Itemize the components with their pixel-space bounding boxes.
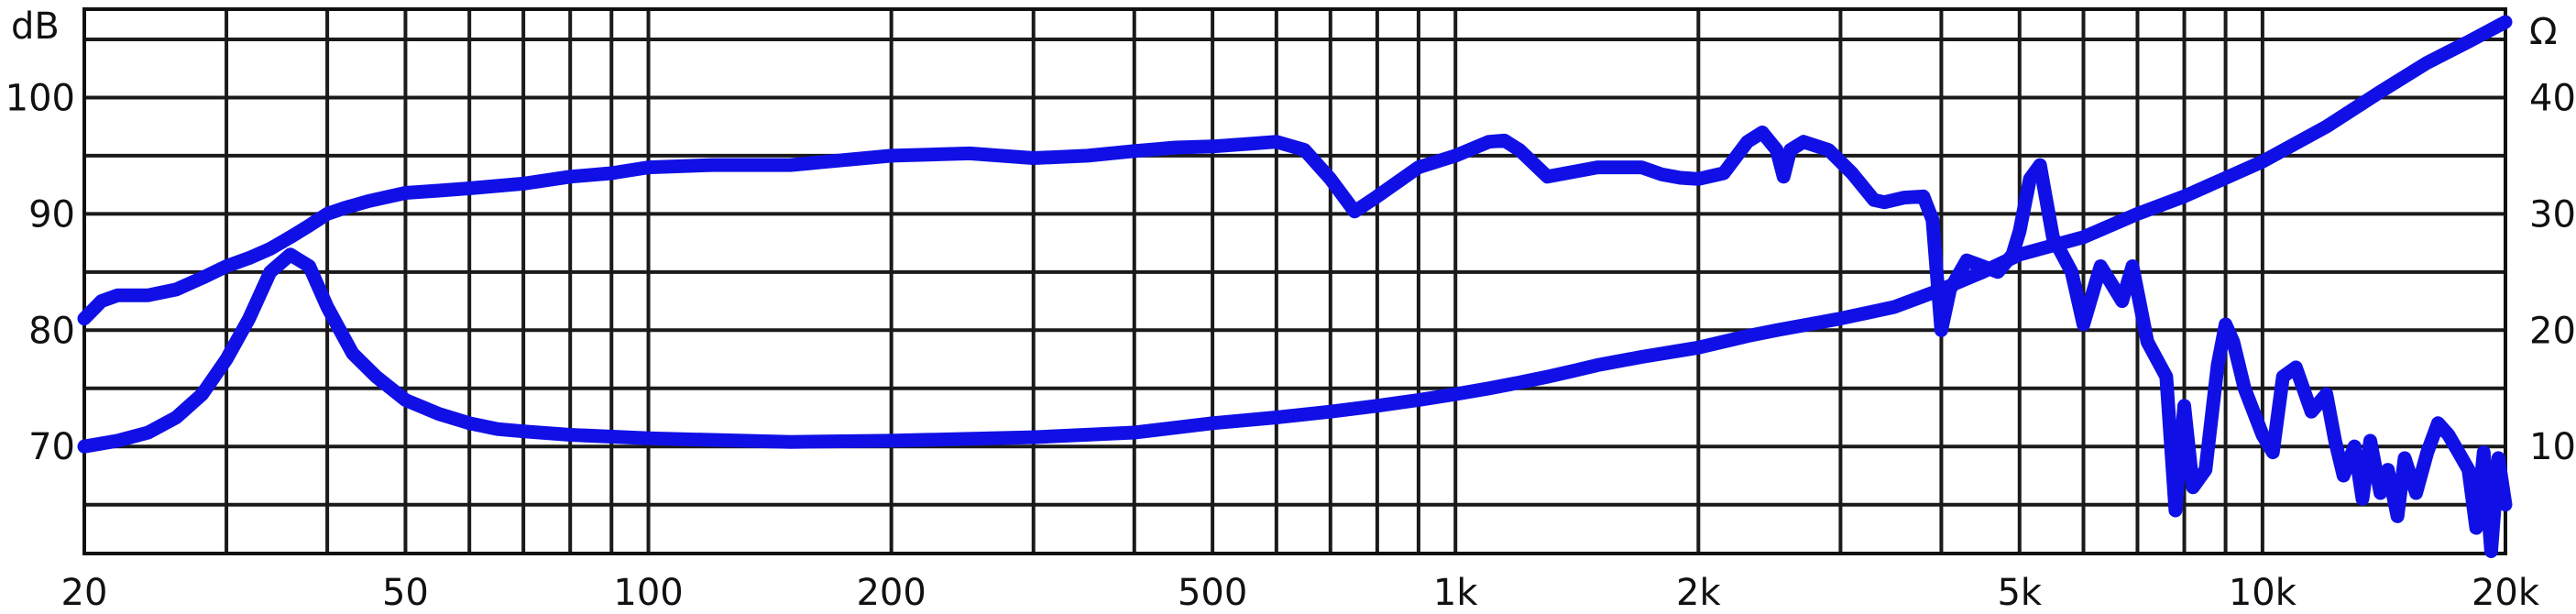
x-tick-label: 2k: [1676, 572, 1721, 609]
x-tick-label: 50: [382, 572, 429, 609]
x-tick-label: 100: [613, 572, 683, 609]
spl-response-line: [77, 126, 2513, 558]
left-axis-unit-label: dB: [11, 5, 60, 48]
right-y-tick-label: 30: [2529, 193, 2576, 236]
x-axis-tick-labels: 20 50 100 200 500 1k 2k 5k 10k 20k: [61, 572, 2540, 614]
right-y-tick-label: 40: [2529, 77, 2576, 119]
x-tick-label: 10k: [2229, 572, 2297, 609]
plot-frame: [82, 7, 2507, 555]
right-y-tick-label: 10: [2529, 426, 2576, 468]
right-axis-unit-label: Ω: [2529, 11, 2558, 53]
x-tick-label: 500: [1178, 572, 1247, 609]
left-y-tick-label: 100: [5, 77, 75, 119]
x-tick-label: 20k: [2472, 572, 2540, 609]
x-tick-label: 5k: [1997, 572, 2042, 609]
left-axis-tick-labels: 70 80 90 100: [5, 77, 75, 468]
left-y-tick-label: 70: [28, 426, 75, 468]
x-tick-label: 20: [61, 572, 108, 609]
left-y-tick-label: 90: [28, 193, 75, 236]
left-y-tick-label: 80: [28, 310, 75, 352]
right-axis-tick-labels: 10 20 30 40: [2529, 77, 2576, 468]
series-layer: [77, 15, 2513, 558]
right-y-tick-label: 20: [2529, 310, 2576, 352]
x-tick-label: 1k: [1433, 572, 1478, 609]
impedance-line: [77, 15, 2513, 454]
grid: [82, 9, 2507, 554]
x-tick-label: 200: [856, 572, 926, 609]
